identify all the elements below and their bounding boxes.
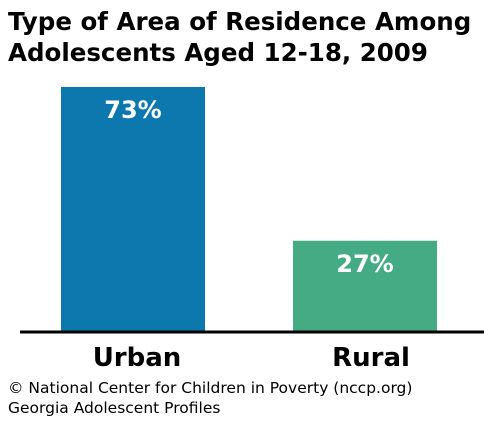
chart-title: Type of Area of Residence Among Adolesce… bbox=[8, 6, 494, 68]
data-label-urban: 73% bbox=[104, 96, 161, 124]
source-line: Georgia Adolescent Profiles bbox=[8, 399, 221, 417]
chart-title-line-2: Adolescents Aged 12-18, 2009 bbox=[8, 38, 428, 67]
chart-title-line-1: Type of Area of Residence Among bbox=[8, 7, 472, 36]
bar-urban bbox=[61, 87, 205, 331]
category-label-rural: Rural bbox=[332, 343, 410, 373]
category-label-urban: Urban bbox=[93, 343, 182, 373]
source-footer: © National Center for Children in Povert… bbox=[8, 378, 412, 418]
bar-rural bbox=[293, 240, 437, 331]
copyright-line: © National Center for Children in Povert… bbox=[8, 379, 413, 397]
data-label-rural: 27% bbox=[336, 250, 393, 278]
